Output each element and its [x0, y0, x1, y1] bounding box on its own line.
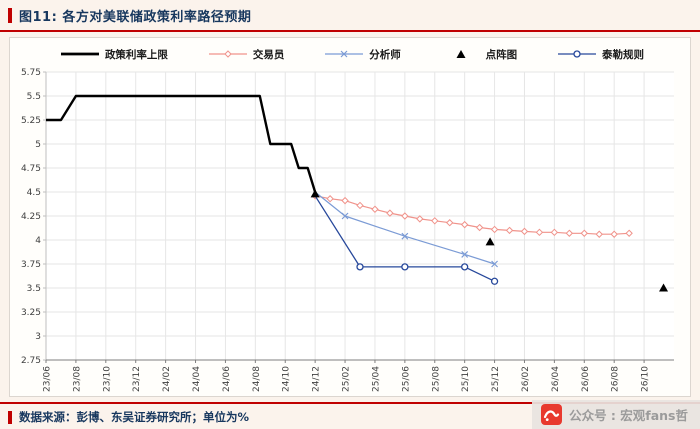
header-rule — [0, 30, 700, 32]
legend-swatch-analyst — [325, 50, 364, 58]
watermark-logo-icon — [541, 404, 563, 425]
watermark-text: 公众号 : 宏观fans哲 — [569, 408, 688, 423]
legend-label-taylor_rule: 泰勒规则 — [602, 48, 644, 61]
svg-text:24/04: 24/04 — [192, 366, 202, 392]
footer: 数据来源：彭博、东吴证券研究所；单位为% — [0, 406, 249, 428]
svg-text:4.25: 4.25 — [21, 212, 41, 222]
svg-text:3.25: 3.25 — [21, 308, 41, 318]
svg-text:26/06: 26/06 — [581, 366, 591, 392]
watermark: 公众号 : 宏观fans哲 — [532, 400, 700, 429]
svg-text:2.75: 2.75 — [21, 356, 41, 366]
series-dot_plot — [310, 189, 669, 292]
footer-rule — [0, 402, 700, 404]
footer-accent-bar — [8, 410, 12, 424]
legend-swatch-dot_plot — [456, 50, 466, 58]
watermark-logo-glyph — [543, 410, 560, 421]
series-taylor_rule — [314, 195, 499, 285]
svg-text:24/02: 24/02 — [162, 366, 172, 392]
figure-title: 图11: 各方对美联储政策利率路径预期 — [19, 9, 252, 25]
gridlines — [45, 71, 674, 361]
svg-text:24/10: 24/10 — [282, 366, 292, 392]
svg-text:25/12: 25/12 — [491, 366, 501, 392]
svg-text:4: 4 — [35, 236, 41, 246]
legend-swatch-taylor_rule — [558, 50, 596, 58]
svg-text:24/12: 24/12 — [312, 366, 322, 392]
legend-label-trader: 交易员 — [252, 48, 285, 61]
svg-text:25/06: 25/06 — [401, 366, 411, 392]
svg-text:23/08: 23/08 — [72, 366, 82, 392]
legend-label-dot_plot: 点阵图 — [485, 48, 518, 61]
svg-text:4.75: 4.75 — [21, 164, 41, 174]
svg-text:26/02: 26/02 — [521, 366, 531, 392]
legend-item-taylor_rule: 泰勒规则 — [557, 47, 644, 62]
svg-text:25/10: 25/10 — [461, 366, 471, 392]
svg-text:3.75: 3.75 — [21, 260, 41, 270]
series-trader — [311, 192, 633, 238]
svg-text:26/08: 26/08 — [611, 366, 621, 392]
svg-text:4.5: 4.5 — [27, 188, 41, 198]
svg-text:25/02: 25/02 — [342, 366, 352, 392]
data-source-text: 数据来源：彭博、东吴证券研究所；单位为% — [19, 410, 250, 424]
series-analyst — [314, 191, 498, 268]
svg-text:3.5: 3.5 — [27, 284, 41, 294]
y-axis-labels: 2.75 3 3.25 3.5 3.75 4 4.25 4.5 4.75 5 5.25 5.5 5.75 — [21, 68, 46, 366]
header-accent-bar — [8, 7, 12, 23]
svg-text:5.25: 5.25 — [21, 116, 41, 126]
svg-text:3: 3 — [35, 332, 41, 342]
legend-item-dot_plot: 点阵图 — [441, 47, 518, 62]
svg-text:25/08: 25/08 — [431, 366, 441, 392]
svg-text:24/08: 24/08 — [252, 366, 262, 392]
figure-header: 图11: 各方对美联储政策利率路径预期 — [0, 0, 700, 30]
legend-item-policy_ceiling: 政策利率上限 — [60, 47, 168, 62]
legend-item-analyst: 分析师 — [324, 47, 401, 62]
legend-item-trader: 交易员 — [208, 47, 285, 62]
chart-plot-wrapper: 2.75 3 3.25 3.5 3.75 4 4.25 4.5 4.75 5 5.25 5.5 5.75… — [10, 64, 690, 396]
chart-panel: 政策利率上限 交易员 分析师 点阵图 泰勒规则 2.75 3 3.25 3.5 3.75 4 4.2… — [9, 37, 691, 397]
svg-text:24/06: 24/06 — [222, 366, 232, 392]
svg-text:5.75: 5.75 — [21, 68, 41, 78]
svg-text:25/04: 25/04 — [371, 366, 381, 392]
svg-text:26/10: 26/10 — [641, 366, 651, 392]
svg-text:23/10: 23/10 — [102, 366, 112, 392]
legend-swatch-trader — [208, 50, 247, 58]
chart-legend: 政策利率上限 交易员 分析师 点阵图 泰勒规则 — [10, 38, 690, 64]
svg-text:5: 5 — [35, 140, 41, 150]
chart-plot: 2.75 3 3.25 3.5 3.75 4 4.25 4.5 4.75 5 5.25 5.5 5.75… — [21, 68, 674, 392]
svg-text:23/06: 23/06 — [43, 366, 53, 392]
legend-label-analyst: 分析师 — [369, 48, 401, 61]
svg-text:23/12: 23/12 — [132, 366, 142, 392]
x-axis-labels: 23/06 23/08 23/10 23/12 24/02 24/04 24/06 24/08… — [43, 360, 651, 392]
legend-label-policy_ceiling: 政策利率上限 — [104, 48, 168, 61]
svg-text:26/04: 26/04 — [551, 366, 561, 392]
legend-swatch-policy_ceiling — [60, 52, 99, 56]
series-policy_ceiling — [46, 94, 317, 193]
svg-text:5.5: 5.5 — [27, 92, 41, 102]
